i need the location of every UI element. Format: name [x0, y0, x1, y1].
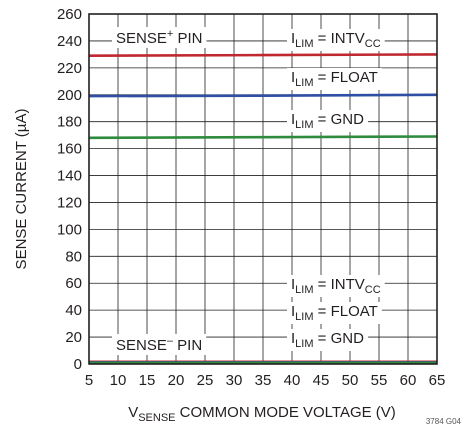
y-axis-title: SENSE CURRENT (µA): [13, 109, 30, 270]
x-axis-title: VSENSE COMMON MODE VOLTAGE (V): [128, 404, 396, 424]
annotation-ilim_intvcc_bot: ILIM = INTVCC: [291, 276, 381, 296]
annotation-background: [287, 302, 382, 324]
annotation-background: [287, 275, 385, 297]
x-tick-label: 50: [342, 372, 359, 389]
annotation-sense_plus: SENSE+ PIN: [116, 28, 202, 47]
y-tick-label: 200: [57, 87, 82, 104]
x-tick-label: 15: [139, 372, 156, 389]
annotation-ilim_float_bot: ILIM = FLOAT: [291, 303, 378, 323]
series-line-0: [88, 53, 438, 57]
y-tick-label: 260: [57, 6, 82, 23]
annotation-background: [287, 329, 369, 351]
annotation-sense_minus: SENSE– PIN: [116, 335, 202, 354]
y-tick-label: 20: [65, 329, 82, 346]
annotation-ilim_gnd_bot: ILIM = GND: [291, 330, 364, 350]
y-tick-label: 180: [57, 114, 82, 131]
annotation-background: [112, 27, 207, 48]
y-tick-label: 140: [57, 168, 82, 185]
figure-code: 3784 G04: [426, 417, 461, 425]
tick-labels: 5 10 15 20 25 30 35 40 45 50 55 60 65 0 20 40 60 80 100 120…: [57, 6, 445, 389]
y-tick-label: 60: [65, 275, 82, 292]
x-tick-label: 30: [226, 372, 243, 389]
x-tick-label: 40: [284, 372, 301, 389]
x-tick-label: 55: [371, 372, 388, 389]
x-tick-label: 20: [168, 372, 185, 389]
x-axis-title-sub: SENSE: [138, 412, 175, 424]
series-line-2: [88, 135, 438, 140]
x-tick-label: 60: [400, 372, 417, 389]
annotation-background: [287, 68, 382, 90]
annotation-ilim_gnd_top: ILIM = GND: [291, 111, 364, 131]
x-tick-label: 35: [255, 372, 272, 389]
annotation-background: [112, 334, 207, 355]
y-tick-label: 0: [74, 356, 82, 373]
y-tick-label: 80: [65, 248, 82, 265]
series-line-1: [88, 93, 438, 98]
series-group: [88, 53, 438, 365]
x-axis-title-main: V: [128, 404, 138, 421]
x-tick-label: 10: [110, 372, 127, 389]
annotation-background: [287, 29, 385, 51]
annotations: SENSE+ PIN SENSE– PIN ILIM = INTVCC ILIM = …: [112, 27, 385, 355]
plot-frame: [88, 13, 438, 365]
x-axis-title-rest: COMMON MODE VOLTAGE (V): [176, 404, 396, 421]
y-tick-label: 40: [65, 302, 82, 319]
x-tick-label: 5: [85, 372, 93, 389]
grid: [88, 13, 438, 365]
y-tick-label: 160: [57, 141, 82, 158]
y-tick-label: 220: [57, 60, 82, 77]
y-tick-label: 100: [57, 221, 82, 238]
x-tick-label: 65: [429, 372, 446, 389]
annotation-background: [287, 110, 369, 132]
y-tick-label: 240: [57, 33, 82, 50]
x-tick-label: 45: [313, 372, 330, 389]
x-tick-label: 25: [197, 372, 214, 389]
y-tick-label: 120: [57, 194, 82, 211]
annotation-ilim_float_top: ILIM = FLOAT: [291, 69, 378, 89]
annotation-ilim_intvcc_top: ILIM = INTVCC: [291, 30, 381, 50]
